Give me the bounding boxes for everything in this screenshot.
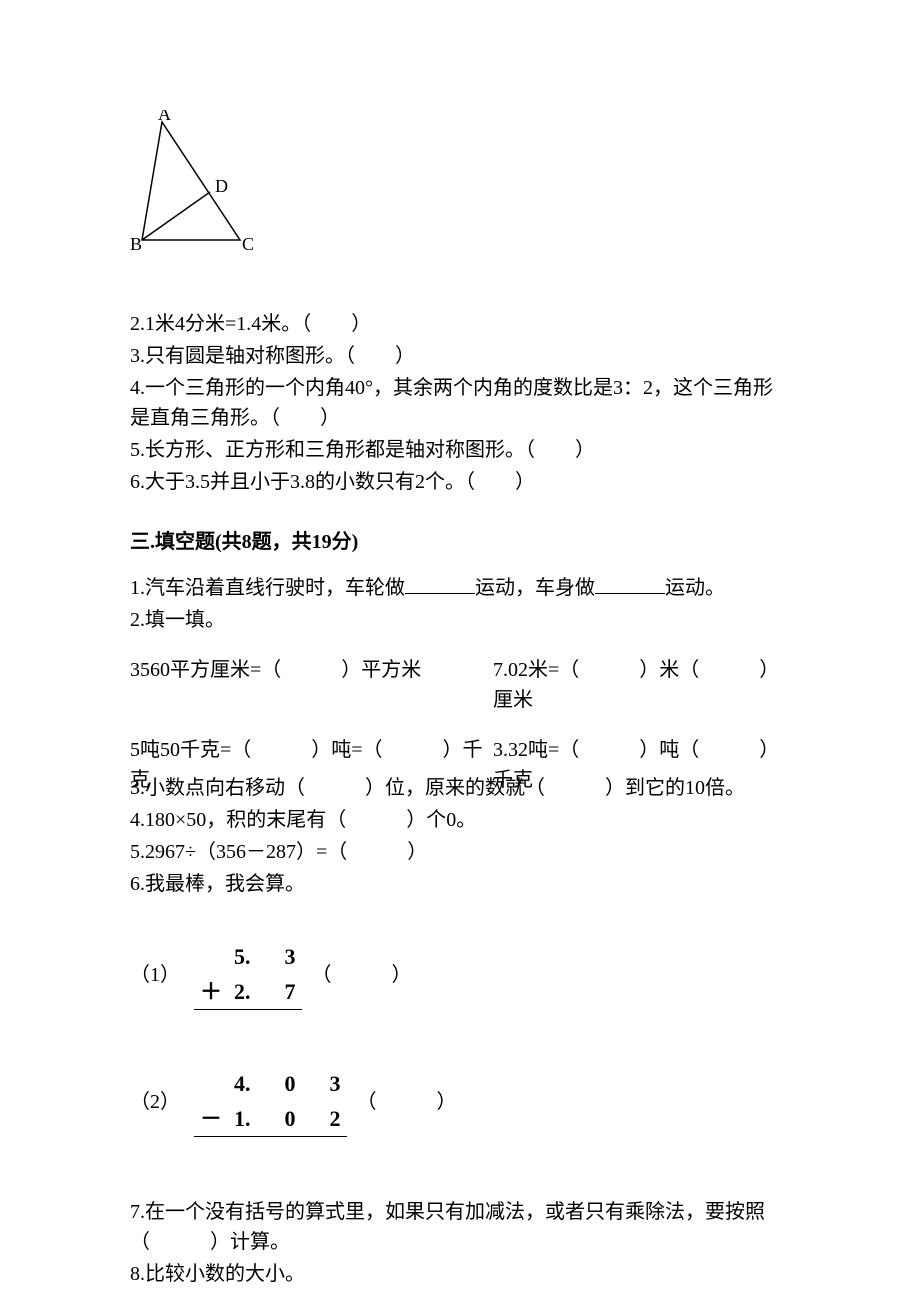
section-3-header: 三.填空题(共8题，共19分) bbox=[130, 527, 790, 557]
fill-q4: 4.180×50，积的末尾有（ ）个0。 bbox=[130, 805, 790, 835]
vertex-c-label: C bbox=[242, 234, 254, 254]
tf-item-6: 6.大于3.5并且小于3.8的小数只有2个。（ ） bbox=[130, 467, 790, 497]
fill-q2-row2-right: 3.32吨=（ ）吨（ ）千克 bbox=[493, 735, 790, 753]
fill-q7: 7.在一个没有括号的算式里，如果只有加减法，或者只有乘除法，要按照（ ）计算。 bbox=[130, 1197, 790, 1257]
q1-mid: 运动，车身做 bbox=[475, 577, 595, 599]
fill-q2-row1-left: 3560平方厘米=（ ）平方米 bbox=[130, 655, 493, 715]
calc-2-table: 4. 0 3 － 1. 0 2 bbox=[194, 1066, 347, 1137]
tf-item-3: 3.只有圆是轴对称图形。（ ） bbox=[130, 341, 790, 371]
calc-1-label: （1） bbox=[130, 960, 180, 990]
calc-2-answer-blank[interactable]: （ ） bbox=[357, 1087, 457, 1117]
fill-q3: 3.小数点向右移动（ ）位，原来的数就（ ）到它的10倍。 bbox=[130, 773, 790, 803]
fill-q6: 6.我最棒，我会算。 bbox=[130, 869, 790, 899]
triangle-figure: A B C D bbox=[130, 110, 790, 269]
q1-blank-1[interactable] bbox=[405, 574, 475, 594]
vertex-a-label: A bbox=[158, 110, 171, 124]
tf-item-4: 4.一个三角形的一个内角40°，其余两个内角的度数比是3：2，这个三角形是直角三… bbox=[130, 373, 790, 433]
calc-block-1: （1） 5. 3 ＋ 2. 7 （ ） bbox=[130, 939, 790, 1010]
q1-prefix: 1.汽车沿着直线行驶时，车轮做 bbox=[130, 577, 405, 599]
calc-1-answer-blank[interactable]: （ ） bbox=[312, 960, 412, 990]
fill-q2: 2.填一填。 bbox=[130, 605, 790, 635]
triangle-svg: A B C D bbox=[130, 110, 270, 260]
fill-q2-row1-right: 7.02米=（ ）米（ ）厘米 bbox=[493, 655, 790, 715]
calc-2-label: （2） bbox=[130, 1087, 180, 1117]
q1-suffix: 运动。 bbox=[665, 577, 725, 599]
tf-item-5: 5.长方形、正方形和三角形都是轴对称图形。（ ） bbox=[130, 435, 790, 465]
tf-item-2: 2.1米4分米=1.4米。（ ） bbox=[130, 309, 790, 339]
q1-blank-2[interactable] bbox=[595, 574, 665, 594]
fill-q5: 5.2967÷（356－287）=（ ） bbox=[130, 837, 790, 867]
calc-1-table: 5. 3 ＋ 2. 7 bbox=[194, 939, 302, 1010]
vertex-d-label: D bbox=[215, 176, 228, 196]
fill-q2-row1: 3560平方厘米=（ ）平方米 7.02米=（ ）米（ ）厘米 bbox=[130, 655, 790, 715]
vertex-b-label: B bbox=[130, 234, 142, 254]
fill-q8: 8.比较小数的大小。 bbox=[130, 1259, 790, 1289]
fill-q2-row2: 5吨50千克=（ ）吨=（ ）千克 3.32吨=（ ）吨（ ）千克 bbox=[130, 735, 790, 753]
fill-q1: 1.汽车沿着直线行驶时，车轮做 运动，车身做 运动。 bbox=[130, 573, 790, 603]
calc-block-2: （2） 4. 0 3 － 1. 0 2 （ ） bbox=[130, 1066, 790, 1137]
fill-q2-row2-left: 5吨50千克=（ ）吨=（ ）千克 bbox=[130, 735, 493, 753]
